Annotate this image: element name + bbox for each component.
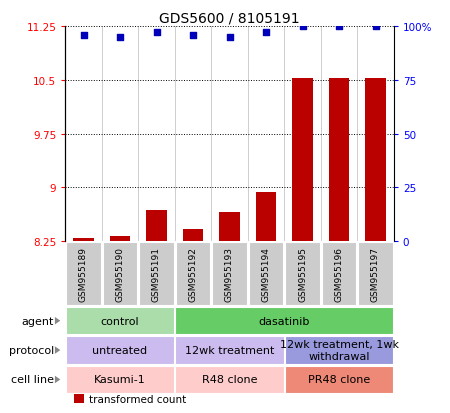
Text: dasatinib: dasatinib: [259, 316, 310, 326]
Point: [335, 24, 342, 30]
Bar: [256, 193, 276, 242]
Bar: [146, 211, 166, 242]
Bar: [365, 79, 386, 242]
Point: [226, 34, 233, 41]
Point: [80, 32, 87, 39]
Text: control: control: [101, 316, 140, 326]
Text: PR48 clone: PR48 clone: [308, 375, 370, 385]
Bar: [220, 213, 239, 242]
Bar: [110, 237, 130, 242]
Text: GSM955190: GSM955190: [116, 246, 125, 301]
Text: GSM955197: GSM955197: [371, 246, 380, 301]
Point: [189, 32, 197, 39]
Text: protocol: protocol: [9, 345, 54, 355]
Point: [262, 30, 270, 37]
Bar: [329, 79, 349, 242]
Bar: [292, 79, 313, 242]
Point: [372, 24, 379, 30]
Bar: [183, 230, 203, 242]
Text: Kasumi-1: Kasumi-1: [94, 375, 146, 385]
Bar: [73, 238, 94, 242]
Text: GSM955195: GSM955195: [298, 246, 307, 301]
Text: agent: agent: [22, 316, 54, 326]
Text: GSM955192: GSM955192: [189, 246, 198, 301]
Text: GSM955189: GSM955189: [79, 246, 88, 301]
Text: untreated: untreated: [92, 345, 148, 355]
Text: GSM955193: GSM955193: [225, 246, 234, 301]
Point: [153, 30, 160, 37]
Text: transformed count: transformed count: [89, 394, 186, 404]
Text: 12wk treatment: 12wk treatment: [185, 345, 274, 355]
Text: cell line: cell line: [11, 375, 54, 385]
Point: [299, 24, 306, 30]
Text: R48 clone: R48 clone: [202, 375, 257, 385]
Text: 12wk treatment, 1wk
withdrawal: 12wk treatment, 1wk withdrawal: [279, 339, 399, 361]
Title: GDS5600 / 8105191: GDS5600 / 8105191: [159, 12, 300, 26]
Text: GSM955191: GSM955191: [152, 246, 161, 301]
Text: GSM955194: GSM955194: [261, 246, 270, 301]
Point: [117, 34, 124, 41]
Text: GSM955196: GSM955196: [334, 246, 343, 301]
